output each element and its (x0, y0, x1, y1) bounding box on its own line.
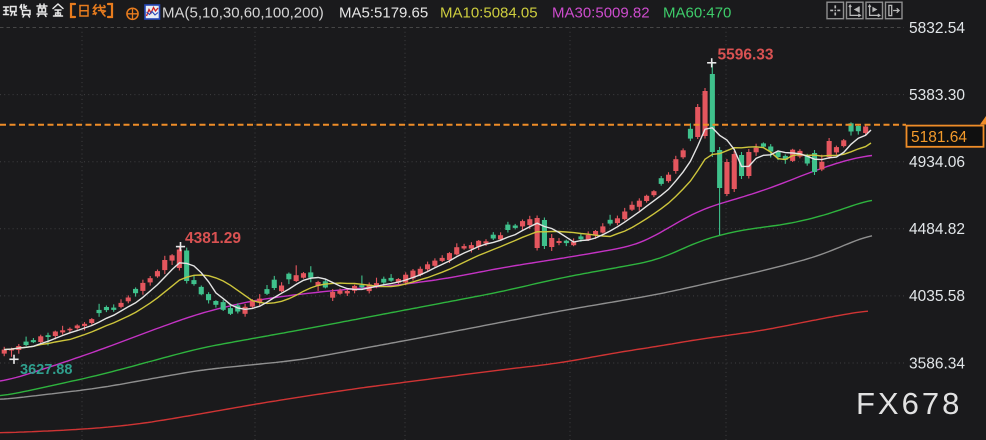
svg-text:3586.34: 3586.34 (909, 355, 965, 372)
svg-text:5596.33: 5596.33 (718, 47, 774, 64)
svg-text:5832.54: 5832.54 (909, 20, 965, 37)
svg-text:MA(5,10,30,60,100,200): MA(5,10,30,60,100,200) (162, 5, 324, 22)
svg-text:MA5:5179.65: MA5:5179.65 (339, 5, 428, 22)
svg-text:4934.06: 4934.06 (909, 154, 965, 171)
svg-text:MA30:5009.82: MA30:5009.82 (552, 5, 650, 22)
svg-text:3627.88: 3627.88 (20, 362, 72, 378)
svg-text:MA10:5084.05: MA10:5084.05 (440, 5, 538, 22)
svg-text:4035.58: 4035.58 (909, 288, 965, 305)
svg-text:5383.30: 5383.30 (909, 87, 965, 104)
svg-text:FX678: FX678 (856, 386, 962, 421)
svg-text:4484.82: 4484.82 (909, 221, 965, 238)
svg-text:4381.29: 4381.29 (185, 230, 241, 247)
svg-text:5181.64: 5181.64 (911, 129, 967, 146)
svg-text:MA60:470: MA60:470 (663, 5, 731, 22)
